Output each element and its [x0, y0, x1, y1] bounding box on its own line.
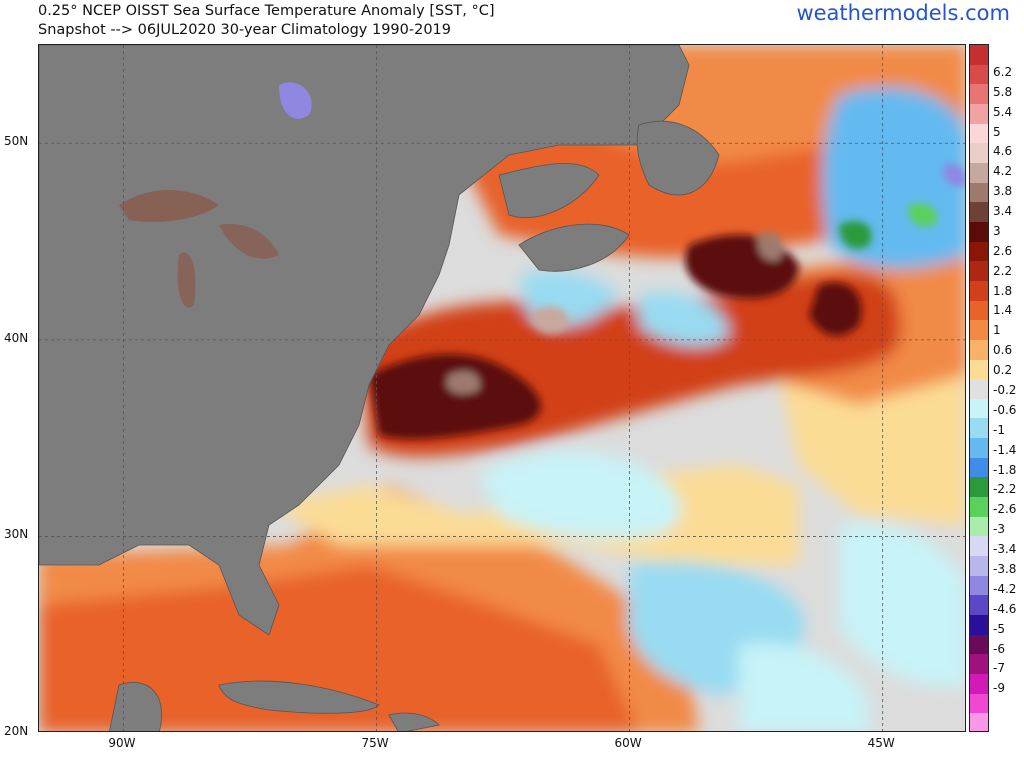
- colorbar-swatch: [970, 320, 988, 341]
- colorbar-swatch: [970, 103, 988, 125]
- colorbar-swatch: [970, 221, 988, 243]
- newfoundland-land: [636, 120, 720, 196]
- anomaly-field: [39, 45, 965, 731]
- colorbar: [969, 44, 989, 732]
- colorbar-swatch: [970, 45, 988, 66]
- colorbar-tick-label: -3.4: [993, 542, 1017, 557]
- colorbar-tick-label: -1.8: [993, 462, 1017, 477]
- colorbar-swatch: [970, 202, 988, 223]
- colorbar-tick-label: -6: [993, 641, 1005, 656]
- colorbar-tick-label: 3.8: [993, 184, 1013, 199]
- latitude-label: 50N: [4, 134, 29, 149]
- colorbar-swatch: [970, 457, 988, 478]
- colorbar-swatch: [970, 182, 988, 203]
- colorbar-swatch: [970, 162, 988, 184]
- colorbar-tick-label: 0.6: [993, 343, 1013, 358]
- colorbar-swatch: [970, 556, 988, 577]
- colorbar-swatch: [970, 634, 988, 655]
- colorbar-tick-label: -1.4: [993, 442, 1017, 457]
- cuba-land: [218, 680, 380, 714]
- yucatan-land: [109, 682, 162, 731]
- longitude-label: 60W: [614, 736, 642, 750]
- colorbar-tick-label: 1: [993, 323, 1001, 338]
- sst-anomaly-map: [38, 44, 966, 732]
- colorbar-tick-label: -5: [993, 621, 1005, 636]
- colorbar-tick-label: 5.8: [993, 84, 1013, 99]
- colorbar-tick-label: -2.2: [993, 482, 1017, 497]
- colorbar-tick-label: 3.4: [993, 204, 1013, 219]
- colorbar-swatch: [970, 516, 988, 537]
- colorbar-tick-label: -7: [993, 661, 1005, 676]
- colorbar-tick-label: -4.2: [993, 581, 1017, 596]
- colorbar-swatch: [970, 84, 988, 105]
- colorbar-swatch: [970, 674, 988, 695]
- colorbar-swatch: [970, 379, 988, 400]
- latitude-label: 20N: [4, 724, 29, 738]
- colorbar-swatch: [970, 615, 988, 636]
- brand-logo-text[interactable]: weathermodels.com: [796, 1, 1010, 25]
- colorbar-swatch: [970, 693, 988, 714]
- colorbar-tick-label: 4.6: [993, 144, 1013, 159]
- colorbar-tick-label: -2.6: [993, 502, 1017, 517]
- colorbar-tick-label: -0.6: [993, 402, 1017, 417]
- colorbar-tick-label: 1.8: [993, 283, 1013, 298]
- colorbar-tick-label: 0.2: [993, 363, 1013, 378]
- colorbar-tick-label: -3.8: [993, 561, 1017, 576]
- colorbar-swatch: [970, 339, 988, 360]
- colorbar-swatch: [970, 713, 988, 731]
- colorbar-swatch: [970, 575, 988, 596]
- colorbar-swatch: [970, 438, 988, 459]
- colorbar-swatch: [970, 280, 988, 302]
- colorbar-tick-label: 1.4: [993, 303, 1013, 318]
- nova-scotia-land: [518, 223, 630, 272]
- longitude-label: 90W: [108, 736, 136, 750]
- hispaniola-land: [388, 712, 440, 731]
- latitude-label: 30N: [4, 527, 29, 542]
- colorbar-swatch: [970, 261, 988, 282]
- map-subtitle: Snapshot --> 06JUL2020 30-year Climatolo…: [38, 22, 452, 38]
- longitude-label: 45W: [867, 736, 895, 750]
- colorbar-swatch: [970, 497, 988, 518]
- colorbar-tick-label: 6.2: [993, 64, 1013, 79]
- colorbar-tick-label: 5: [993, 124, 1001, 139]
- colorbar-swatch: [970, 398, 988, 419]
- map-canvas: [39, 45, 965, 731]
- colorbar-swatch: [970, 477, 988, 498]
- colorbar-swatch: [970, 359, 988, 380]
- colorbar-swatch: [970, 654, 988, 675]
- colorbar-swatch: [970, 241, 988, 262]
- longitude-label: 75W: [361, 736, 389, 750]
- latitude-label: 40N: [4, 330, 29, 345]
- colorbar-tick-label: -4.6: [993, 601, 1017, 616]
- colorbar-swatch: [970, 64, 988, 85]
- colorbar-tick-label: -0.2: [993, 383, 1017, 398]
- colorbar-swatch: [970, 123, 988, 144]
- colorbar-tick-label: 5.4: [993, 104, 1013, 119]
- colorbar-swatch: [970, 143, 988, 164]
- colorbar-tick-label: 3: [993, 223, 1001, 238]
- colorbar-swatch: [970, 300, 988, 321]
- colorbar-tick-label: -1: [993, 422, 1005, 437]
- maritimes-land: [498, 163, 600, 218]
- colorbar-swatch: [970, 595, 988, 616]
- map-gridlines: [39, 45, 965, 731]
- colorbar-swatch: [970, 536, 988, 557]
- colorbar-tick-label: 2.6: [993, 243, 1013, 258]
- colorbar-tick-label: -9: [993, 681, 1005, 696]
- colorbar-tick-label: -3: [993, 522, 1005, 537]
- map-title: 0.25° NCEP OISST Sea Surface Temperature…: [38, 3, 495, 19]
- colorbar-swatch: [970, 418, 988, 439]
- colorbar-tick-label: 4.2: [993, 164, 1013, 179]
- great-lakes: [119, 82, 312, 308]
- colorbar-tick-label: 2.2: [993, 263, 1013, 278]
